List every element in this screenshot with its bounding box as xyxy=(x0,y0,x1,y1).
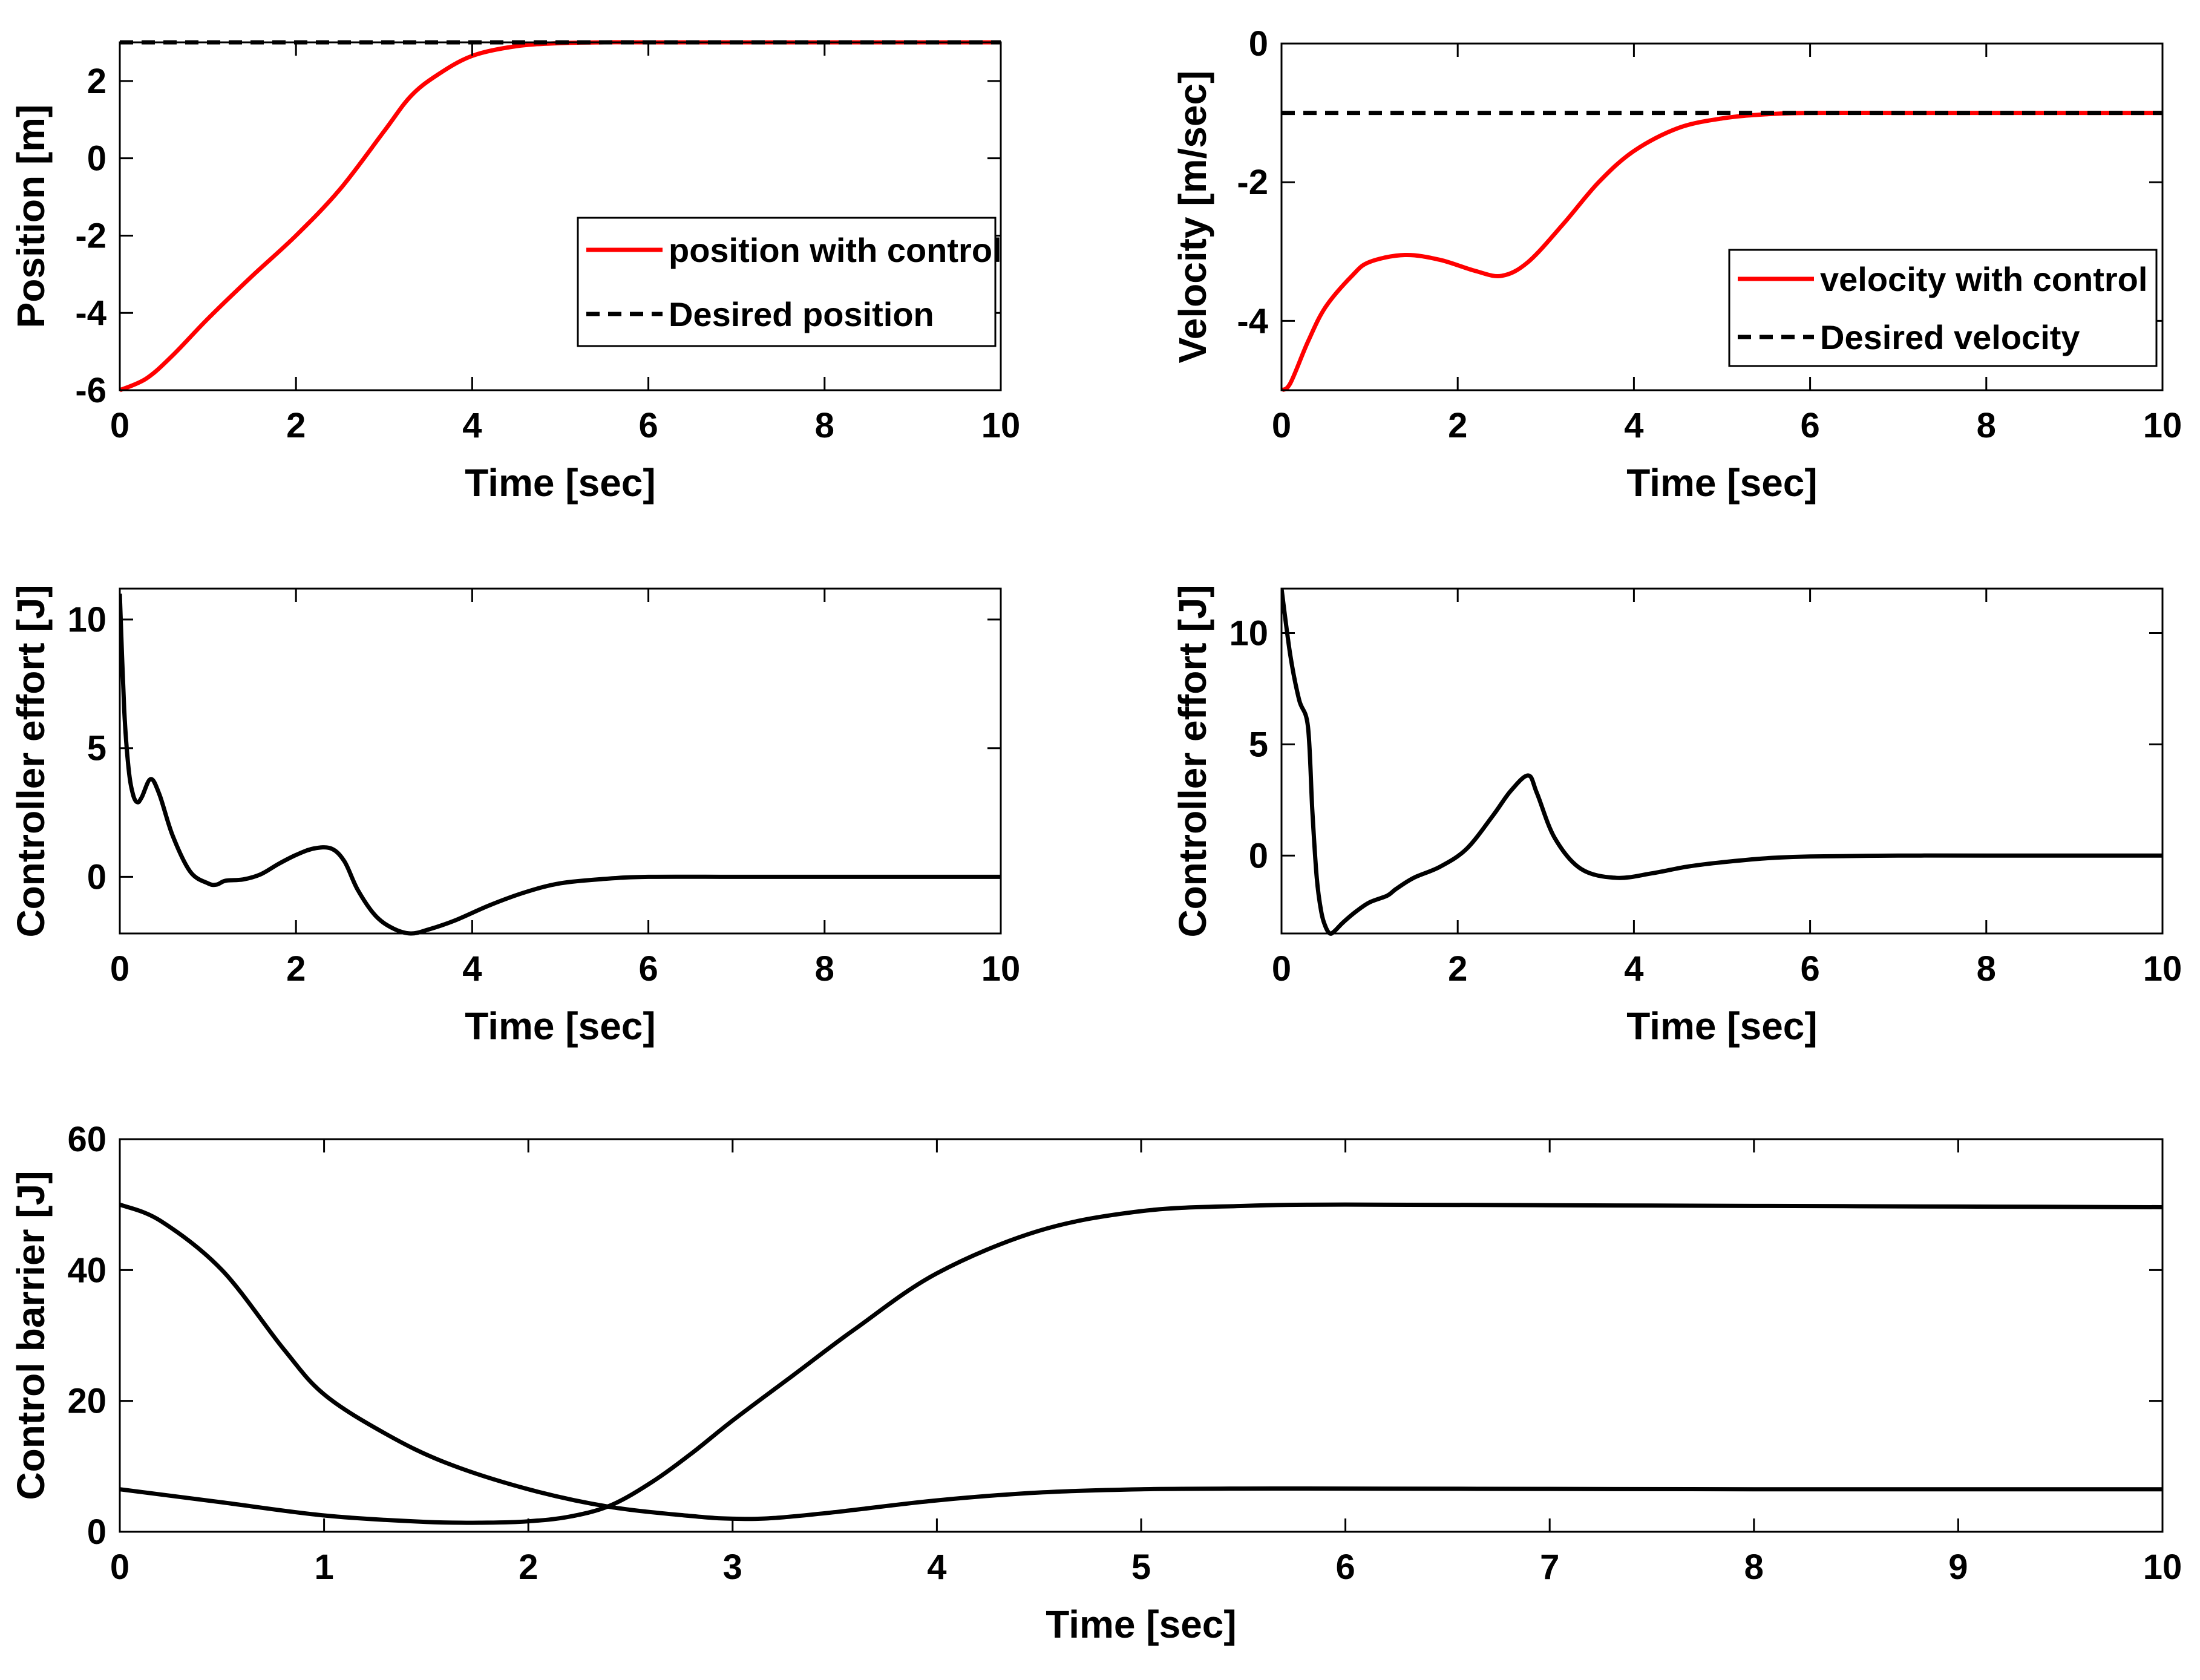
y-axis-label-barrier: Control barrier [J] xyxy=(9,1171,53,1500)
axes-box-effort2 xyxy=(1280,587,2164,935)
x-tick-label-effort1: 4 xyxy=(462,949,482,989)
legend-velocity: velocity with control Desired velocity xyxy=(1728,249,2158,367)
y-tick-label-barrier: 0 xyxy=(87,1512,106,1552)
x-tick-label-velocity: 6 xyxy=(1800,406,1819,445)
axes-box-effort1 xyxy=(119,587,1002,935)
x-tick-label-barrier: 4 xyxy=(927,1548,946,1587)
x-axis-label-effort2: Time [sec] xyxy=(1626,1004,1817,1048)
series-line-effort1-0 xyxy=(120,593,1001,936)
y-tick-label-effort1: 0 xyxy=(87,857,106,897)
y-tick-label-position: -6 xyxy=(75,371,106,410)
x-tick-label-velocity: 4 xyxy=(1624,406,1643,445)
x-tick-label-velocity: 10 xyxy=(2143,406,2182,445)
x-tick-label-effort1: 6 xyxy=(638,949,658,989)
y-tick-label-effort2: 0 xyxy=(1249,836,1268,875)
x-tick-label-barrier: 8 xyxy=(1744,1548,1764,1587)
y-tick-label-barrier: 20 xyxy=(67,1382,106,1421)
y-tick-label-velocity: 0 xyxy=(1249,24,1268,64)
y-tick-label-effort2: 10 xyxy=(1229,614,1268,653)
x-tick-label-barrier: 2 xyxy=(519,1548,538,1587)
x-tick-label-barrier: 7 xyxy=(1540,1548,1559,1587)
x-tick-label-effort1: 2 xyxy=(286,949,306,989)
y-axis-label-velocity: Velocity [m/sec] xyxy=(1171,71,1214,364)
legend-label-velocity-1: Desired velocity xyxy=(1820,318,2080,356)
legend-box-position xyxy=(577,217,997,347)
legend-label-position-1: Desired position xyxy=(669,295,934,333)
y-tick-label-velocity: -4 xyxy=(1237,301,1268,341)
x-tick-label-effort2: 4 xyxy=(1624,949,1643,989)
x-axis-label-barrier: Time [sec] xyxy=(1046,1603,1236,1646)
y-tick-label-barrier: 40 xyxy=(67,1250,106,1290)
x-axis-label-position: Time [sec] xyxy=(465,461,655,505)
axes-box-position xyxy=(119,41,1002,391)
chart-barrier: 0 1 2 3 4 5 6 7 8 9 10 0 20 40 60 Time [sec] Control bar… xyxy=(9,1120,2182,1646)
x-tick-label-barrier: 0 xyxy=(110,1548,129,1587)
y-tick-label-barrier: 60 xyxy=(67,1120,106,1159)
y-axis-label-effort1: Controller effort [J] xyxy=(9,584,53,937)
series-line-barrier-0 xyxy=(120,1202,2162,1521)
x-tick-label-velocity: 2 xyxy=(1448,406,1467,445)
x-tick-label-effort2: 10 xyxy=(2143,949,2182,989)
x-tick-label-barrier: 5 xyxy=(1131,1548,1151,1587)
y-tick-label-effort1: 5 xyxy=(87,729,106,768)
y-tick-label-position: 0 xyxy=(87,139,106,178)
legend-position: position with control Desired position xyxy=(577,217,1002,347)
legend-box-velocity xyxy=(1728,249,2158,367)
y-tick-label-position: 2 xyxy=(87,62,106,101)
x-tick-label-effort1: 10 xyxy=(981,949,1021,989)
chart-velocity: 0 2 4 6 8 10 -4 -2 0 Time [sec] Velocity [m/sec] ve… xyxy=(1171,24,2182,505)
axes-box-barrier xyxy=(119,1138,2164,1533)
x-tick-label-velocity: 8 xyxy=(1977,406,1996,445)
x-tick-label-position: 10 xyxy=(981,406,1021,445)
y-tick-label-position: -2 xyxy=(75,216,106,255)
chart-effort2: 0 2 4 6 8 10 0 5 10 Time [sec] Controller effort [… xyxy=(1171,584,2182,1048)
y-tick-label-velocity: -2 xyxy=(1237,163,1268,202)
legend-label-velocity-0: velocity with control xyxy=(1820,260,2147,298)
axes-box-velocity xyxy=(1280,42,2164,391)
x-tick-label-barrier: 10 xyxy=(2143,1548,2182,1587)
x-tick-label-effort1: 0 xyxy=(110,949,129,989)
x-tick-label-position: 4 xyxy=(462,406,482,445)
y-tick-label-effort1: 10 xyxy=(67,600,106,639)
x-tick-label-barrier: 9 xyxy=(1948,1548,1968,1587)
x-tick-label-effort2: 8 xyxy=(1977,949,1996,989)
x-tick-label-velocity: 0 xyxy=(1272,406,1291,445)
chart-effort1: 0 2 4 6 8 10 0 5 10 Time [sec] Controller effort [… xyxy=(9,584,1020,1048)
x-tick-label-barrier: 1 xyxy=(314,1548,333,1587)
x-tick-label-position: 0 xyxy=(110,406,129,445)
y-axis-label-position: Position [m] xyxy=(9,105,53,328)
x-tick-label-position: 6 xyxy=(638,406,658,445)
x-tick-label-barrier: 3 xyxy=(723,1548,742,1587)
series-line-barrier-1 xyxy=(120,1202,2162,1525)
y-tick-label-position: -4 xyxy=(75,293,106,333)
x-tick-label-position: 2 xyxy=(286,406,306,445)
x-axis-label-velocity: Time [sec] xyxy=(1626,461,1817,505)
legend-label-position-0: position with control xyxy=(669,231,1002,269)
series-line-effort2-0 xyxy=(1282,588,2162,936)
x-tick-label-position: 8 xyxy=(815,406,834,445)
y-tick-label-effort2: 5 xyxy=(1249,725,1268,764)
x-tick-label-effort1: 8 xyxy=(815,949,834,989)
x-tick-label-effort2: 0 xyxy=(1272,949,1291,989)
x-tick-label-effort2: 6 xyxy=(1800,949,1819,989)
x-tick-label-barrier: 6 xyxy=(1335,1548,1355,1587)
x-axis-label-effort1: Time [sec] xyxy=(465,1004,655,1048)
y-axis-label-effort2: Controller effort [J] xyxy=(1171,584,1214,937)
chart-position: 0 2 4 6 8 10 -6 -4 -2 0 2 Time [sec] Position [m] pos… xyxy=(9,40,1021,505)
x-tick-label-effort2: 2 xyxy=(1448,949,1467,989)
